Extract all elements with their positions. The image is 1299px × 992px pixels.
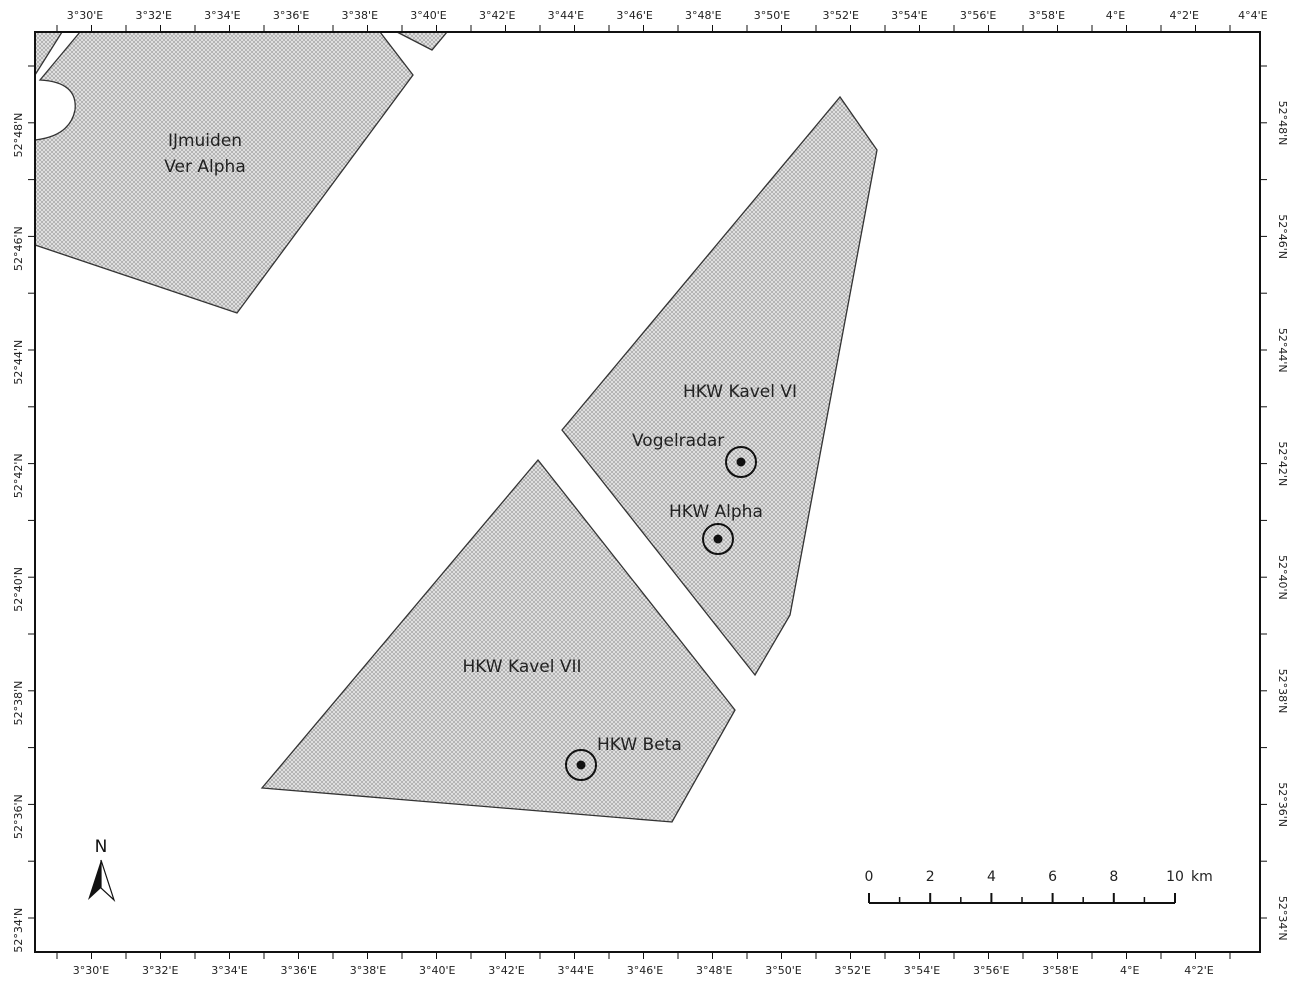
longitude-label: 3°48'E — [685, 9, 722, 22]
latitude-label: 52°48'N — [12, 113, 25, 158]
areas — [34, 31, 878, 823]
latitude-label: 52°46'N — [1276, 214, 1289, 259]
area-label: Ver Alpha — [164, 157, 246, 177]
area-label: HKW Kavel VI — [683, 382, 797, 402]
longitude-label: 3°42'E — [479, 9, 516, 22]
longitude-label: 3°38'E — [350, 964, 387, 977]
frame-ticks — [28, 25, 1267, 959]
latitude-label: 52°40'N — [12, 567, 25, 612]
longitude-label: 3°42'E — [488, 964, 525, 977]
ijmuiden-area — [34, 31, 414, 314]
longitude-label: 3°44'E — [558, 964, 595, 977]
longitude-label: 3°30'E — [73, 964, 110, 977]
north-arrow: N — [88, 837, 116, 902]
longitude-label: 3°38'E — [342, 9, 379, 22]
longitude-label: 3°36'E — [273, 9, 310, 22]
longitude-label: 3°46'E — [627, 964, 664, 977]
map-frame — [34, 31, 1261, 953]
longitude-label: 3°32'E — [135, 9, 172, 22]
site-marker — [565, 749, 597, 781]
longitude-label: 3°40'E — [410, 9, 447, 22]
scale-label: 10 — [1166, 869, 1184, 885]
site-marker — [725, 446, 757, 478]
longitude-label: 3°34'E — [204, 9, 241, 22]
longitude-label: 3°58'E — [1042, 964, 1079, 977]
site-marker — [702, 523, 734, 555]
site-label: HKW Alpha — [669, 502, 763, 522]
north-arrow-left — [88, 860, 101, 900]
longitude-label: 3°48'E — [696, 964, 733, 977]
longitude-label: 3°56'E — [973, 964, 1010, 977]
latitude-label: 52°46'N — [12, 226, 25, 271]
latitude-label: 52°42'N — [1276, 441, 1289, 486]
longitude-label: 3°34'E — [211, 964, 248, 977]
area-label: HKW Kavel VII — [462, 657, 581, 677]
scale-bar: 0 2 4 6 8 10 km — [865, 869, 1213, 904]
latitude-label: 52°40'N — [1276, 555, 1289, 600]
site-dot — [576, 760, 586, 770]
latitude-label: 52°38'N — [12, 681, 25, 726]
scale-label: 8 — [1109, 869, 1118, 885]
longitude-label: 4°E — [1120, 964, 1139, 977]
site-label: Vogelradar — [632, 431, 724, 451]
latitude-label: 52°36'N — [12, 794, 25, 839]
kavel-vii-area — [260, 458, 736, 823]
longitude-label: 3°50'E — [765, 964, 802, 977]
longitude-label: 4°2'E — [1184, 964, 1214, 977]
longitude-label: 3°44'E — [548, 9, 585, 22]
longitude-label: 3°58'E — [1029, 9, 1066, 22]
longitude-label: 4°2'E — [1169, 9, 1199, 22]
north-label: N — [95, 837, 108, 857]
longitude-label: 3°56'E — [960, 9, 997, 22]
longitude-label: 3°30'E — [67, 9, 104, 22]
longitude-label: 3°40'E — [419, 964, 456, 977]
latitude-label: 52°42'N — [12, 453, 25, 498]
scale-label: 0 — [865, 869, 874, 885]
longitude-label: 3°36'E — [281, 964, 318, 977]
longitude-label: 3°54'E — [891, 9, 928, 22]
north-arrow-right — [100, 859, 116, 902]
area-fragment — [396, 31, 449, 51]
site-label: HKW Beta — [597, 735, 682, 755]
latitude-label: 52°34'N — [1276, 896, 1289, 941]
longitude-label: 3°32'E — [142, 964, 179, 977]
scale-label: 4 — [987, 869, 996, 885]
longitude-label: 3°46'E — [616, 9, 653, 22]
longitude-label: 3°52'E — [835, 964, 872, 977]
scale-unit: km — [1191, 869, 1213, 885]
scale-label: 6 — [1048, 869, 1057, 885]
longitude-label: 3°52'E — [822, 9, 859, 22]
longitude-label: 3°50'E — [754, 9, 791, 22]
site-dot — [713, 534, 723, 544]
longitude-label: 4°E — [1106, 9, 1125, 22]
kavel-vi-area — [561, 95, 878, 677]
latitude-label: 52°38'N — [1276, 669, 1289, 714]
longitude-label: 3°54'E — [904, 964, 941, 977]
site-markers — [565, 446, 757, 781]
latitude-label: 52°34'N — [12, 908, 25, 953]
latitude-label: 52°48'N — [1276, 101, 1289, 146]
scale-label: 2 — [926, 869, 935, 885]
area-label: IJmuiden — [168, 131, 242, 151]
latitude-label: 52°36'N — [1276, 782, 1289, 827]
latitude-label: 52°44'N — [12, 340, 25, 385]
site-dot — [736, 457, 746, 467]
longitude-label: 4°4'E — [1238, 9, 1268, 22]
latitude-label: 52°44'N — [1276, 328, 1289, 373]
